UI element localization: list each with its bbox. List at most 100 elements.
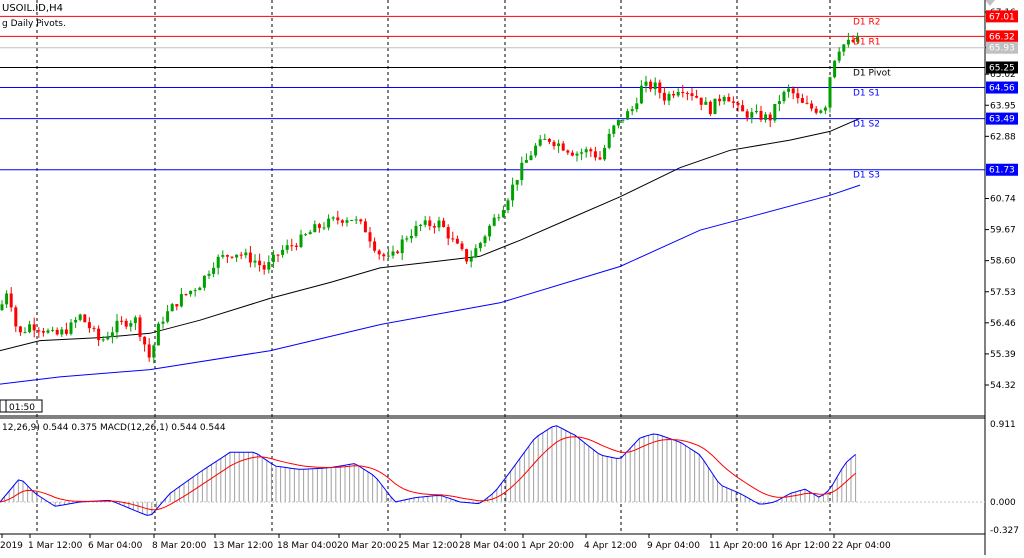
time-axis-label: 2019 bbox=[0, 541, 23, 551]
candle-body bbox=[823, 107, 827, 111]
candle-body bbox=[828, 77, 832, 108]
candle-body bbox=[474, 248, 478, 258]
time-axis-label: 8 Mar 20:00 bbox=[152, 541, 207, 551]
candle-body bbox=[773, 103, 777, 121]
price-axis-label: 60.74 bbox=[990, 195, 1016, 205]
time-axis-label: 6 Mar 04:00 bbox=[88, 541, 143, 551]
candle-body bbox=[856, 36, 860, 42]
candle-body bbox=[166, 311, 170, 322]
pivot-price-tag-text: 61.73 bbox=[989, 166, 1015, 176]
candle-body bbox=[14, 307, 18, 327]
candle-body bbox=[69, 322, 73, 334]
candle-body bbox=[584, 149, 588, 153]
candle-body bbox=[649, 81, 653, 90]
candle-body bbox=[708, 101, 712, 115]
candle-body bbox=[179, 294, 183, 307]
candle-body bbox=[635, 103, 639, 110]
candle-body bbox=[386, 255, 390, 257]
candle-body bbox=[557, 143, 561, 147]
pivot-label: D1 Pivot bbox=[853, 68, 891, 78]
candle-body bbox=[97, 328, 101, 341]
candle-body bbox=[106, 337, 110, 340]
candle-body bbox=[534, 145, 538, 156]
candle-body bbox=[621, 119, 625, 121]
pivot-price-tag-text: 67.01 bbox=[989, 12, 1015, 22]
macd-axis-label: 0.000 bbox=[990, 498, 1016, 508]
price-axis-label: 55.39 bbox=[990, 350, 1016, 360]
candle-body bbox=[373, 241, 377, 251]
candle-body bbox=[336, 217, 340, 221]
candle-body bbox=[566, 150, 570, 153]
candle-body bbox=[87, 322, 91, 329]
candle-body bbox=[124, 320, 128, 327]
candle-body bbox=[547, 138, 551, 142]
candle-body bbox=[580, 152, 584, 154]
symbol-title: USOIL.ID,H4 bbox=[2, 3, 63, 14]
candle-body bbox=[175, 304, 179, 307]
candle-body bbox=[74, 319, 78, 323]
candle-body bbox=[589, 149, 593, 152]
candle-body bbox=[340, 220, 344, 223]
price-axis-label: 57.53 bbox=[990, 288, 1016, 298]
candle-body bbox=[603, 147, 607, 160]
candle-body bbox=[552, 141, 556, 147]
candle-body bbox=[428, 220, 432, 227]
candle-body bbox=[639, 85, 643, 104]
candle-body bbox=[244, 252, 248, 256]
candle-body bbox=[304, 234, 308, 236]
candle-body bbox=[83, 314, 87, 323]
candle-body bbox=[363, 221, 367, 233]
candle-body bbox=[846, 39, 850, 45]
pivot-price-tag-text: 66.32 bbox=[989, 32, 1015, 42]
candle-body bbox=[837, 51, 841, 61]
macd-title: 12,26,9) 0.544 0.375 MACD(12,26,1) 0.544… bbox=[2, 423, 226, 433]
candle-body bbox=[630, 109, 634, 112]
candle-body bbox=[350, 220, 354, 222]
candle-body bbox=[248, 252, 252, 263]
candle-body bbox=[805, 102, 809, 104]
pivot-labels: D1 R2 D1 R1 D1 Pivot D1 S1 D1 S2 D1 S3 bbox=[853, 17, 891, 180]
price-axis-label: 59.67 bbox=[990, 226, 1016, 236]
candle-body bbox=[791, 88, 795, 94]
candle-body bbox=[143, 336, 147, 345]
macd-histogram bbox=[4, 425, 857, 516]
pivot-label: D1 S2 bbox=[853, 120, 880, 130]
candle-body bbox=[672, 93, 676, 96]
macd-lines bbox=[0, 425, 985, 516]
candle-body bbox=[460, 243, 464, 250]
candle-body bbox=[764, 114, 768, 120]
candle-body bbox=[851, 39, 855, 42]
candle-body bbox=[437, 220, 441, 228]
macd-axis-label: -0.327 bbox=[990, 526, 1019, 536]
time-axis-label: 9 Apr 04:00 bbox=[647, 541, 700, 551]
chart-shift-marker[interactable] bbox=[985, 0, 995, 6]
candle-body bbox=[667, 93, 671, 101]
candle-body bbox=[170, 304, 174, 312]
price-axis-label: 54.32 bbox=[990, 381, 1016, 391]
candle-body bbox=[492, 217, 496, 226]
pivot-price-tag-text: 63.49 bbox=[989, 115, 1015, 125]
time-axis-label: 25 Mar 12:00 bbox=[398, 541, 458, 551]
macd-signal-line bbox=[0, 436, 856, 511]
price-axis-label: 62.88 bbox=[990, 132, 1016, 142]
candle-body bbox=[731, 101, 735, 103]
candle-body bbox=[497, 217, 501, 219]
price-axis-label: 58.60 bbox=[990, 257, 1016, 267]
candle-body bbox=[216, 256, 220, 268]
time-axis-label: 20 Mar 20:00 bbox=[337, 541, 397, 551]
bid-price-tag-text: 65.93 bbox=[989, 44, 1015, 54]
pivot-lines bbox=[0, 15, 985, 171]
candle-body bbox=[759, 110, 763, 120]
candle-body bbox=[317, 224, 321, 228]
candle-body bbox=[704, 101, 708, 105]
candle-body bbox=[727, 96, 731, 102]
time-axis-label: 16 Apr 12:00 bbox=[771, 541, 830, 551]
candle-body bbox=[396, 251, 400, 254]
candle-body bbox=[529, 155, 533, 160]
candle-body bbox=[511, 184, 515, 201]
candle-body bbox=[681, 91, 685, 94]
ma-slow-line bbox=[0, 184, 861, 385]
candle-body bbox=[313, 224, 317, 233]
